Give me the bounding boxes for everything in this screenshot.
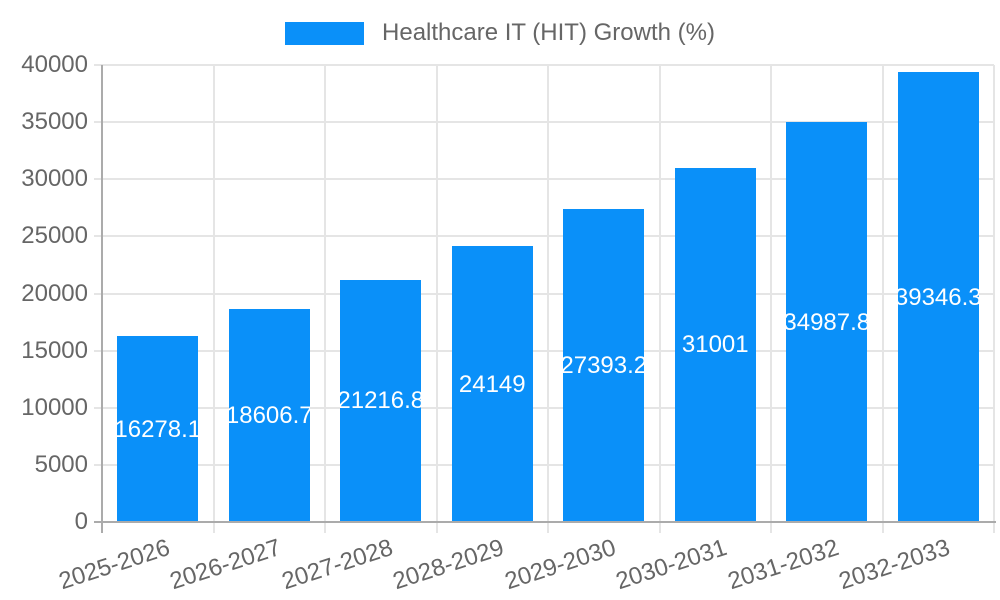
y-tick-label: 10000	[21, 393, 88, 421]
gridline-horizontal	[94, 406, 994, 409]
bar-value-label: 39346.3	[897, 283, 979, 311]
y-tick-label: 0	[74, 508, 88, 535]
legend-label: Healthcare IT (HIT) Growth (%)	[382, 19, 715, 46]
gridline-horizontal	[94, 64, 994, 66]
bar-value-label: 18606.7	[228, 402, 310, 430]
x-tick-label: 2027-2028	[278, 534, 397, 596]
bar[interactable]: 34987.8	[786, 122, 868, 523]
bar-value-label: 31001	[681, 331, 749, 359]
gridline-vertical	[212, 65, 215, 533]
x-axis-line	[94, 521, 996, 523]
y-tick-label: 5000	[34, 450, 88, 478]
bar[interactable]: 18606.7	[228, 309, 310, 523]
bar[interactable]: 31001	[674, 167, 756, 523]
gridline-horizontal	[94, 235, 994, 238]
x-tick-label: 2032-2033	[836, 534, 954, 596]
y-tick-label: 35000	[21, 108, 88, 136]
bar-value-label: 24149	[458, 370, 526, 398]
gridline-vertical	[547, 65, 549, 533]
gridline-vertical	[324, 65, 326, 533]
bar[interactable]: 16278.1	[117, 336, 199, 523]
legend: Healthcare IT (HIT) Growth (%)	[0, 19, 1000, 47]
gridline-vertical	[435, 65, 438, 533]
bar[interactable]: 39346.3	[897, 72, 979, 523]
bar-value-label: 27393.2	[563, 352, 645, 379]
legend-item[interactable]: Healthcare IT (HIT) Growth (%)	[285, 19, 715, 47]
bar-value-label: 21216.8	[340, 387, 422, 415]
x-tick-label: 2031-2032	[724, 534, 843, 596]
gridline-vertical	[658, 65, 661, 533]
x-tick-label: 2026-2027	[167, 534, 285, 596]
gridline-vertical	[993, 65, 995, 533]
legend-swatch	[285, 21, 365, 45]
y-axis-line	[101, 65, 103, 533]
gridline-horizontal	[94, 292, 994, 295]
x-tick-label: 2029-2030	[501, 534, 620, 596]
gridline-horizontal	[94, 349, 994, 352]
bar[interactable]: 21216.8	[340, 279, 422, 523]
gridline-vertical	[881, 65, 884, 533]
gridline-horizontal	[94, 463, 994, 466]
y-tick-label: 30000	[21, 165, 88, 193]
x-tick-label: 2025-2026	[55, 534, 174, 596]
bar[interactable]: 24149	[451, 246, 533, 523]
bar-value-label: 16278.1	[117, 415, 199, 443]
gridline-horizontal	[94, 121, 994, 124]
gridline-vertical	[770, 65, 772, 533]
x-tick-label: 2028-2029	[390, 534, 508, 596]
bar-value-label: 34987.8	[786, 308, 868, 336]
bar[interactable]: 27393.2	[563, 209, 645, 523]
y-tick-label: 15000	[21, 336, 88, 364]
x-tick-label: 2030-2031	[613, 534, 731, 596]
gridline-horizontal	[94, 178, 994, 181]
y-tick-label: 25000	[21, 222, 88, 250]
y-tick-label: 20000	[21, 279, 88, 307]
y-tick-label: 40000	[21, 51, 88, 78]
